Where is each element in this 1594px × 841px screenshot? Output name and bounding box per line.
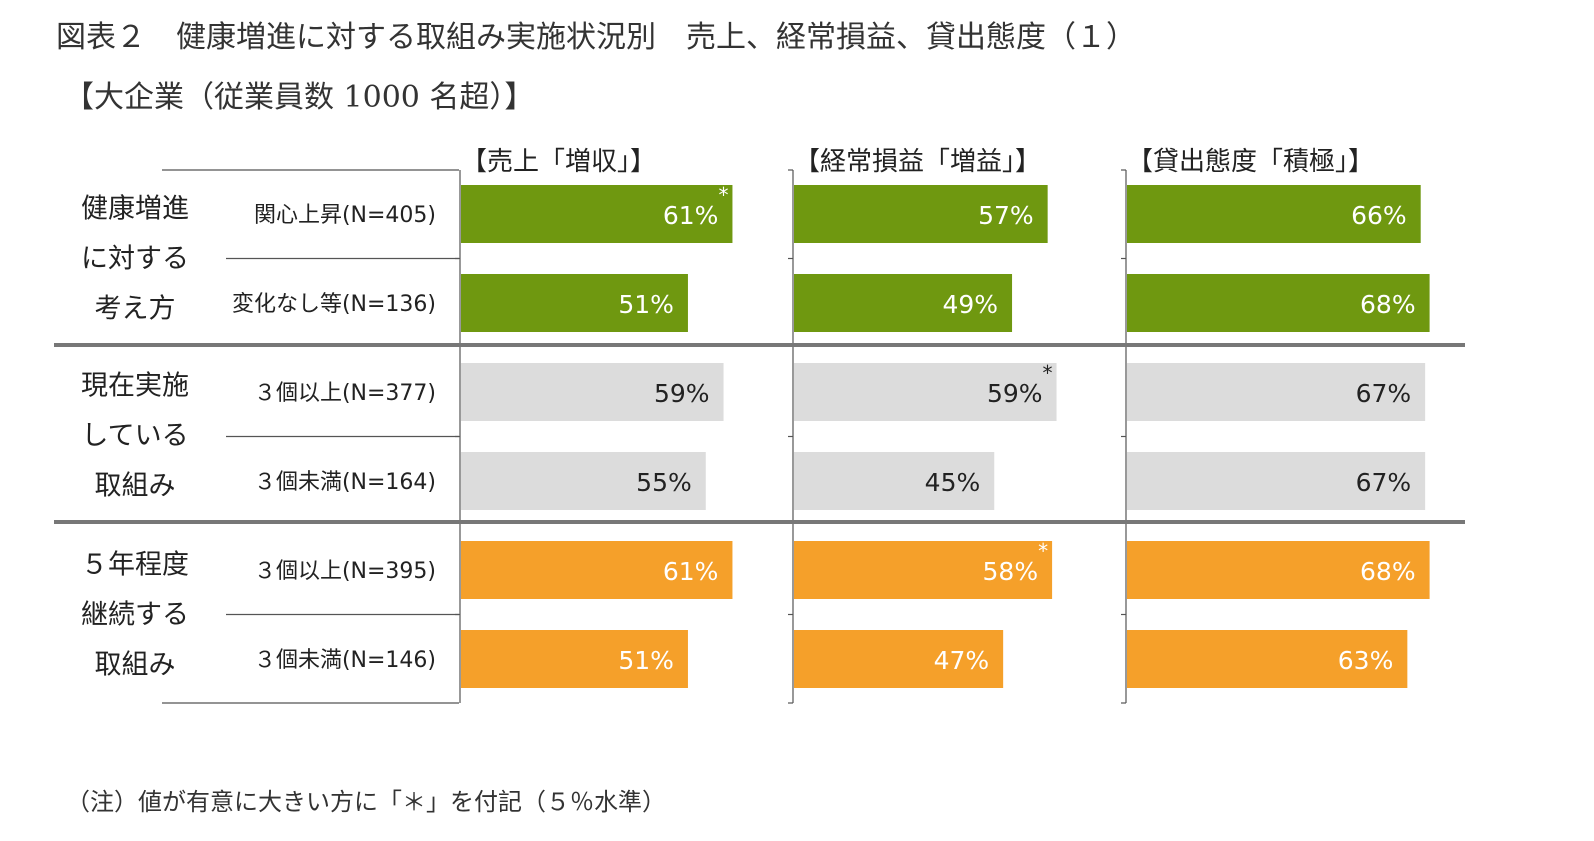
data-label-1-3: 66% [1351,201,1407,230]
data-label-6-1: 51% [618,646,674,675]
group-label-3-line-2: 継続する [81,600,189,631]
row-label-6: ３個未満(N=146) [254,648,436,673]
chart-note: （注）値が有意に大きい方に「＊」を付記（５％水準） [66,788,666,816]
bar-6-1 [461,630,688,688]
chart-subtitle: 【大企業（従業員数 1000 名超）】 [64,80,534,115]
bar-4-3 [1127,452,1426,510]
bar-3-2 [794,363,1057,421]
significance-mark-3-2: * [1043,361,1053,385]
group-label-2-line-3: 取組み [95,471,176,502]
chart-title: 図表２ 健康増進に対する取組み実施状況別 売上、経常損益、貸出態度（１） [56,20,1136,55]
group-label-1-line-3: 考え方 [95,294,176,325]
bar-2-1 [461,274,688,332]
data-label-3-3: 67% [1356,379,1412,408]
group-label-1-line-1: 健康増進 [81,194,189,225]
group-label-2-line-1: 現在実施 [81,371,189,402]
bar-1-2 [794,185,1048,243]
data-label-3-1: 59% [654,379,710,408]
data-label-4-2: 45% [925,468,981,497]
group-label-3-line-1: ５年程度 [81,550,189,581]
bar-6-3 [1127,630,1408,688]
data-label-5-3: 68% [1360,557,1416,586]
data-label-1-1: 61% [663,201,719,230]
bar-4-2 [794,452,995,510]
bar-2-2 [794,274,1013,332]
group-label-1-line-2: に対する [81,244,189,275]
data-label-6-2: 47% [934,646,990,675]
row-label-3: ３個以上(N=377) [254,381,436,406]
panel-title-2: 【経常損益「増益」】 [794,147,1041,177]
data-label-4-1: 55% [636,468,692,497]
bar-5-2 [794,541,1053,599]
bar-3-3 [1127,363,1426,421]
bar-1-3 [1127,185,1421,243]
data-label-3-2: 59% [987,379,1043,408]
data-label-1-2: 57% [978,201,1034,230]
data-label-6-3: 63% [1338,646,1394,675]
data-label-2-3: 68% [1360,290,1416,319]
bar-4-1 [461,452,706,510]
significance-mark-5-2: * [1038,539,1048,563]
bar-6-2 [794,630,1004,688]
row-label-2: 変化なし等(N=136) [232,292,436,317]
group-label-3-line-3: 取組み [95,650,176,681]
data-label-5-1: 61% [663,557,719,586]
row-label-1: 関心上昇(N=405) [254,203,436,228]
data-label-5-2: 58% [983,557,1039,586]
panel-title-3: 【貸出態度「積極」】 [1127,147,1374,177]
bar-1-1 [461,185,733,243]
group-label-2-line-2: している [81,421,188,452]
data-label-2-1: 51% [618,290,674,319]
bar-3-1 [461,363,724,421]
significance-mark-1-1: * [718,183,728,207]
bar-5-3 [1127,541,1430,599]
bar-5-1 [461,541,733,599]
row-label-5: ３個以上(N=395) [254,559,436,584]
data-label-2-2: 49% [942,290,998,319]
panel-title-1: 【売上「増収」】 [461,147,656,177]
row-label-4: ３個未満(N=164) [254,470,436,495]
data-label-4-3: 67% [1356,468,1412,497]
bar-2-3 [1127,274,1430,332]
